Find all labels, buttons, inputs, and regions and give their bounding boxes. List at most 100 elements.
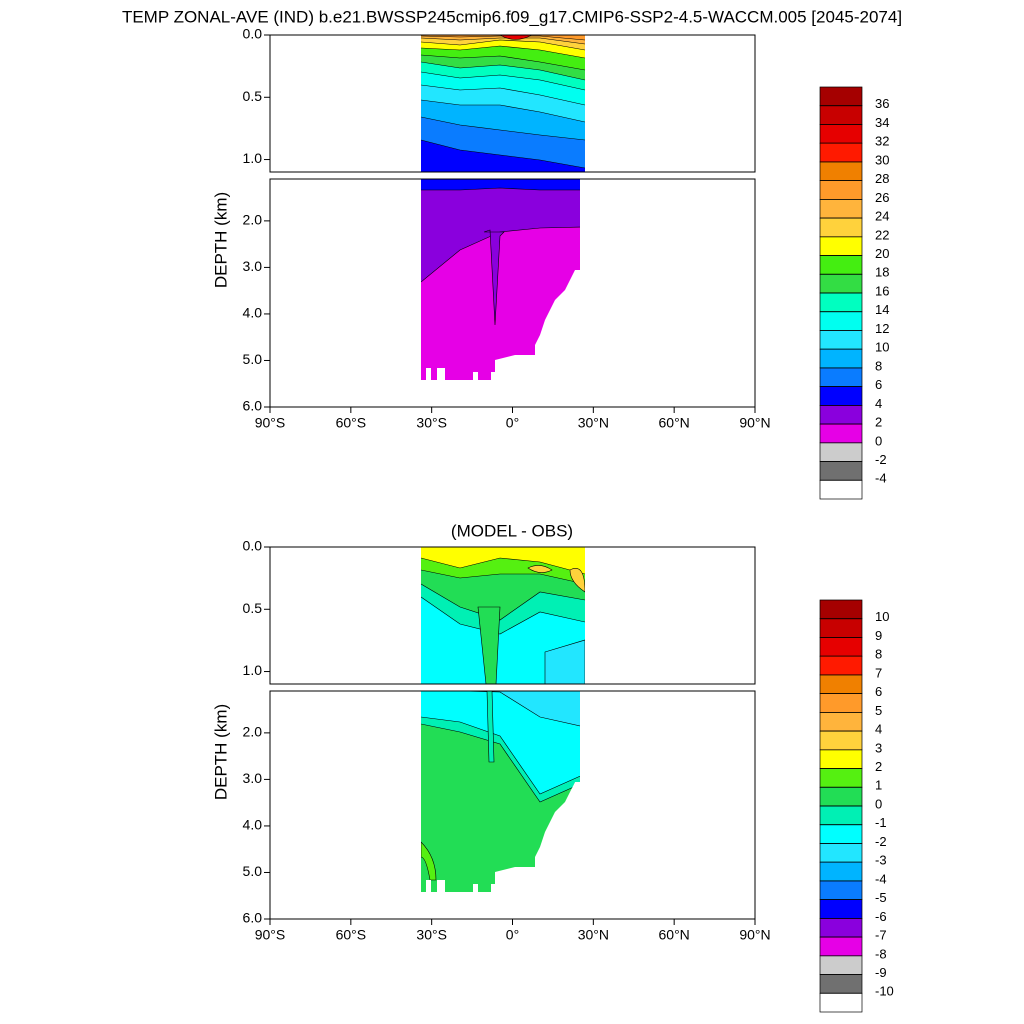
contour-line (421, 691, 580, 728)
x-tick-label: 90°S (255, 927, 286, 943)
x-tick-label: 60°N (659, 415, 690, 431)
contour-line (421, 187, 580, 191)
colorbar-box (819, 599, 863, 620)
contour-line (421, 84, 585, 106)
colorbar-box (819, 367, 863, 387)
colorbar-label: 14 (875, 302, 889, 317)
colorbar-label: -2 (875, 452, 887, 467)
y-axis-label: DEPTH (km) (211, 192, 230, 288)
plot-frame (269, 546, 756, 685)
colorbar-label: 20 (875, 246, 889, 261)
contour-fills (421, 691, 580, 892)
subtitle: (MODEL - OBS) (451, 521, 573, 540)
colorbar-box (819, 861, 863, 882)
contour-fill (569, 568, 585, 593)
colorbar-label: 22 (875, 227, 889, 242)
contour-fill (421, 179, 580, 282)
colorbar-label: 6 (875, 377, 882, 392)
colorbar-label: 4 (875, 722, 882, 737)
contour-line (421, 139, 585, 169)
colorbar-label: 7 (875, 665, 882, 680)
colorbar-box (819, 936, 863, 957)
colorbar-label: -9 (875, 965, 887, 980)
colorbar-label: 2 (875, 415, 882, 430)
contour-line (421, 583, 585, 621)
colorbar-label: -4 (875, 871, 887, 886)
colorbar-box (819, 768, 863, 788)
y-tick-label: 1.0 (243, 150, 263, 166)
x-tick-label: 30°S (416, 927, 447, 943)
colorbar-label: 12 (875, 321, 889, 336)
x-tick-label: 60°S (336, 927, 367, 943)
colorbar-box (819, 805, 863, 826)
colorbar-box (819, 955, 863, 975)
colorbar-box (819, 693, 863, 713)
colorbar-box (819, 655, 863, 676)
colorbar-box (819, 217, 863, 238)
colorbar-label: -6 (875, 909, 887, 924)
contour-line (421, 116, 585, 141)
colorbar-box (819, 637, 863, 657)
colorbar-box (819, 199, 863, 219)
y-tick-label: 4.0 (243, 305, 263, 321)
contour-fills (421, 35, 585, 172)
colorbar-box (819, 348, 863, 369)
colorbar-box (819, 730, 863, 751)
contour-line (421, 54, 585, 71)
x-tick-label: 30°S (416, 415, 447, 431)
contour-line (421, 99, 585, 123)
colorbar-label: 0 (875, 796, 882, 811)
y-tick-label: 2.0 (243, 212, 263, 228)
y-tick-label: 6.0 (243, 910, 263, 926)
colorbar-box (819, 461, 863, 481)
colorbar-label: 10 (875, 340, 889, 355)
colorbar-label: 26 (875, 190, 889, 205)
contour-line (421, 39, 585, 51)
y-tick-label: 0.0 (243, 26, 263, 42)
y-tick-label: 4.0 (243, 817, 263, 833)
y-tick-label: 0.0 (243, 538, 263, 554)
y-tick-label: 3.0 (243, 770, 263, 786)
contour-plot: 0.00.51.02.03.04.05.06.090°S 60°S 30°S 0° 30… (211, 521, 894, 1013)
contour-fill (483, 229, 505, 326)
colorbar-label: 8 (875, 358, 882, 373)
colorbar-box (819, 974, 863, 994)
y-tick-label: 3.0 (243, 258, 263, 274)
colorbar-label: -4 (875, 471, 887, 486)
colorbar-label: 36 (875, 96, 889, 111)
colorbar-box (819, 292, 863, 313)
colorbar-box (819, 330, 863, 350)
colorbar-label: 16 (875, 283, 889, 298)
colorbar-label: 24 (875, 209, 889, 224)
contour-line (421, 45, 585, 59)
colorbar-label: -1 (875, 815, 887, 830)
colorbar-label: 8 (875, 647, 882, 662)
colorbar-label: 34 (875, 115, 889, 130)
colorbar-box (819, 142, 863, 163)
colorbar-box (819, 161, 863, 181)
colorbar-box (819, 824, 863, 844)
colorbar-label: 4 (875, 396, 882, 411)
figure-title: TEMP ZONAL-AVE (IND) b.e21.BWSSP245cmip6… (122, 7, 902, 26)
contour-line (421, 71, 585, 91)
y-tick-label: 6.0 (243, 398, 263, 414)
colorbar-label: 28 (875, 171, 889, 186)
contour-fill (544, 639, 585, 684)
colorbar-label: 10 (875, 609, 889, 624)
colorbar-label: -8 (875, 946, 887, 961)
x-tick-label: 30°N (578, 415, 609, 431)
x-tick-label: 90°N (739, 927, 770, 943)
contour-line (421, 723, 580, 803)
x-tick-label: 30°N (578, 927, 609, 943)
colorbar-label: 5 (875, 703, 882, 718)
y-tick-label: 5.0 (243, 351, 263, 367)
y-tick-label: 1.0 (243, 662, 263, 678)
colorbar-box (819, 405, 863, 425)
colorbar-box (819, 311, 863, 331)
x-tick-label: 60°S (336, 415, 367, 431)
colorbar-box (819, 105, 863, 125)
colorbar-box (819, 236, 863, 256)
y-tick-label: 0.5 (243, 600, 263, 616)
colorbar-box (819, 749, 863, 769)
